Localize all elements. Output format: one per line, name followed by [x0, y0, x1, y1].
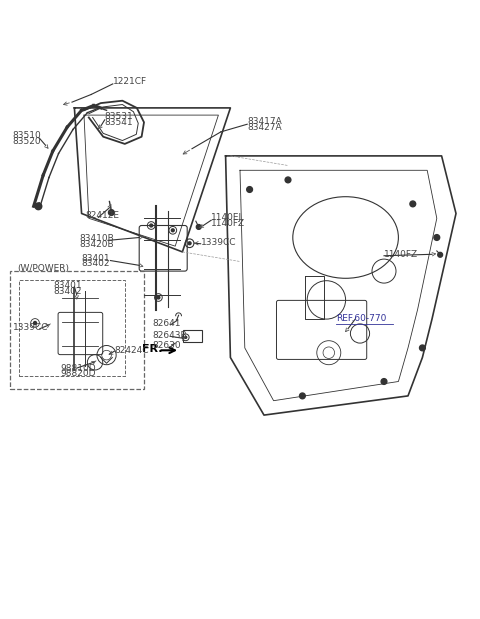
Text: 82630: 82630	[153, 342, 181, 350]
Text: 83402: 83402	[82, 259, 110, 269]
Text: 1339CC: 1339CC	[13, 323, 49, 332]
Circle shape	[185, 336, 187, 339]
Circle shape	[285, 177, 291, 183]
Text: 83410B: 83410B	[79, 234, 114, 243]
Text: 1140FZ: 1140FZ	[384, 250, 418, 259]
Circle shape	[34, 321, 36, 324]
Text: 82643B: 82643B	[153, 331, 187, 340]
Text: FR.: FR.	[142, 344, 162, 354]
Text: 83401: 83401	[82, 254, 110, 262]
Text: (W/POWER): (W/POWER)	[17, 264, 69, 273]
Circle shape	[434, 235, 440, 240]
Text: 1140EJ: 1140EJ	[211, 213, 242, 222]
Text: 1221CF: 1221CF	[113, 77, 147, 86]
Text: 98820D: 98820D	[60, 370, 96, 378]
Text: 83401: 83401	[54, 281, 83, 290]
Circle shape	[438, 253, 443, 257]
Circle shape	[171, 229, 174, 232]
Circle shape	[420, 345, 425, 351]
Text: 1140FZ: 1140FZ	[211, 219, 245, 228]
Circle shape	[35, 203, 42, 210]
Text: 82424C: 82424C	[114, 346, 149, 355]
Bar	[10, 271, 144, 389]
Circle shape	[300, 393, 305, 399]
Text: 83531: 83531	[105, 112, 133, 121]
Text: 83510: 83510	[12, 131, 41, 141]
Text: 83520: 83520	[12, 137, 41, 146]
Circle shape	[410, 201, 416, 207]
Text: 83402: 83402	[54, 287, 82, 296]
Text: REF.60-770: REF.60-770	[336, 314, 386, 322]
Circle shape	[157, 296, 160, 299]
Text: 82412E: 82412E	[85, 212, 120, 220]
Circle shape	[381, 379, 387, 384]
Text: 83427A: 83427A	[247, 123, 282, 132]
Circle shape	[247, 186, 252, 193]
Text: 83541: 83541	[105, 118, 133, 127]
Text: 82641: 82641	[153, 319, 181, 329]
Bar	[183, 330, 202, 342]
Circle shape	[150, 224, 153, 227]
Circle shape	[196, 225, 201, 230]
Text: 83417A: 83417A	[247, 117, 282, 126]
Bar	[19, 280, 125, 376]
Circle shape	[108, 210, 114, 215]
Text: 98810D: 98810D	[60, 363, 96, 373]
Text: 1339CC: 1339CC	[201, 238, 236, 247]
Circle shape	[188, 242, 191, 245]
Text: 83420B: 83420B	[79, 240, 114, 249]
